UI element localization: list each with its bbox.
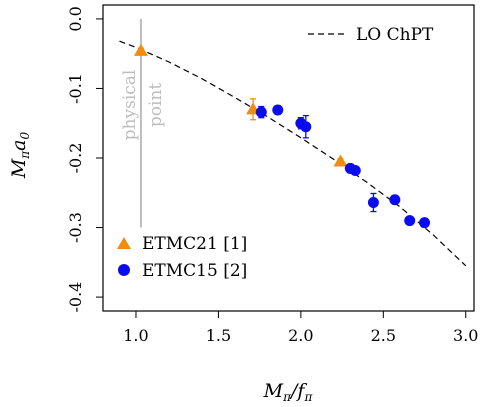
data-point-etmc15	[300, 121, 312, 133]
x-label-pi: π	[282, 390, 292, 404]
legend-etmc21-label: ETMC21 [1]	[142, 234, 247, 254]
legend-bottom-left: ETMC21 [1] ETMC15 [2]	[117, 234, 247, 281]
y-tick-label: -0.3	[66, 212, 85, 243]
x-axis: 1.0 1.5 2.0 2.5 3.0	[123, 311, 478, 345]
x-tick-label: 1.5	[206, 326, 231, 345]
x-axis-label: Mπ/fπ	[263, 380, 314, 404]
x-tick-label: 3.0	[453, 326, 478, 345]
x-label-m: M	[263, 380, 284, 402]
x-tick-label: 2.0	[288, 326, 313, 345]
y-label-zero: 0	[18, 131, 32, 139]
legend-curve-label: LO ChPT	[356, 25, 434, 45]
physical-point-label-line2: point	[146, 83, 166, 128]
data-point-etmc15	[272, 104, 284, 116]
legend-top-right: LO ChPT	[308, 25, 434, 45]
legend-circle-marker	[118, 264, 130, 276]
x-label-pi2: π	[303, 390, 313, 404]
legend-etmc15-label: ETMC15 [2]	[142, 261, 247, 281]
x-tick-label: 2.5	[371, 326, 396, 345]
y-axis: 0.0 -0.1 -0.2 -0.3 -0.4	[66, 6, 103, 313]
data-point-etmc15	[404, 215, 416, 227]
y-label-m: M	[8, 158, 30, 179]
x-tick-label: 1.0	[123, 326, 148, 345]
data-point-etmc15	[255, 106, 267, 118]
x-label-slash: /f	[289, 380, 307, 402]
y-tick-label: -0.1	[66, 73, 85, 104]
y-tick-label: 0.0	[66, 6, 85, 31]
data-point-etmc15	[367, 197, 379, 209]
data-point-etmc21	[333, 154, 348, 167]
data-point-etmc21	[133, 43, 148, 56]
physical-point-group: physical point	[120, 18, 166, 228]
y-axis-label: Mπa0	[8, 131, 32, 179]
data-point-etmc15	[419, 217, 431, 229]
y-tick-label: -0.2	[66, 143, 85, 174]
lo-chpt-curve	[119, 40, 467, 267]
curve-group	[119, 40, 467, 267]
y-tick-label: -0.4	[66, 282, 85, 313]
data-point-etmc15	[389, 194, 401, 206]
y-label-a: a	[8, 139, 30, 150]
data-point-etmc15	[349, 165, 361, 177]
legend-triangle-marker	[117, 237, 131, 249]
physical-point-label-line1: physical	[120, 70, 140, 141]
y-label-pi: π	[18, 150, 32, 160]
points-group	[133, 43, 431, 229]
